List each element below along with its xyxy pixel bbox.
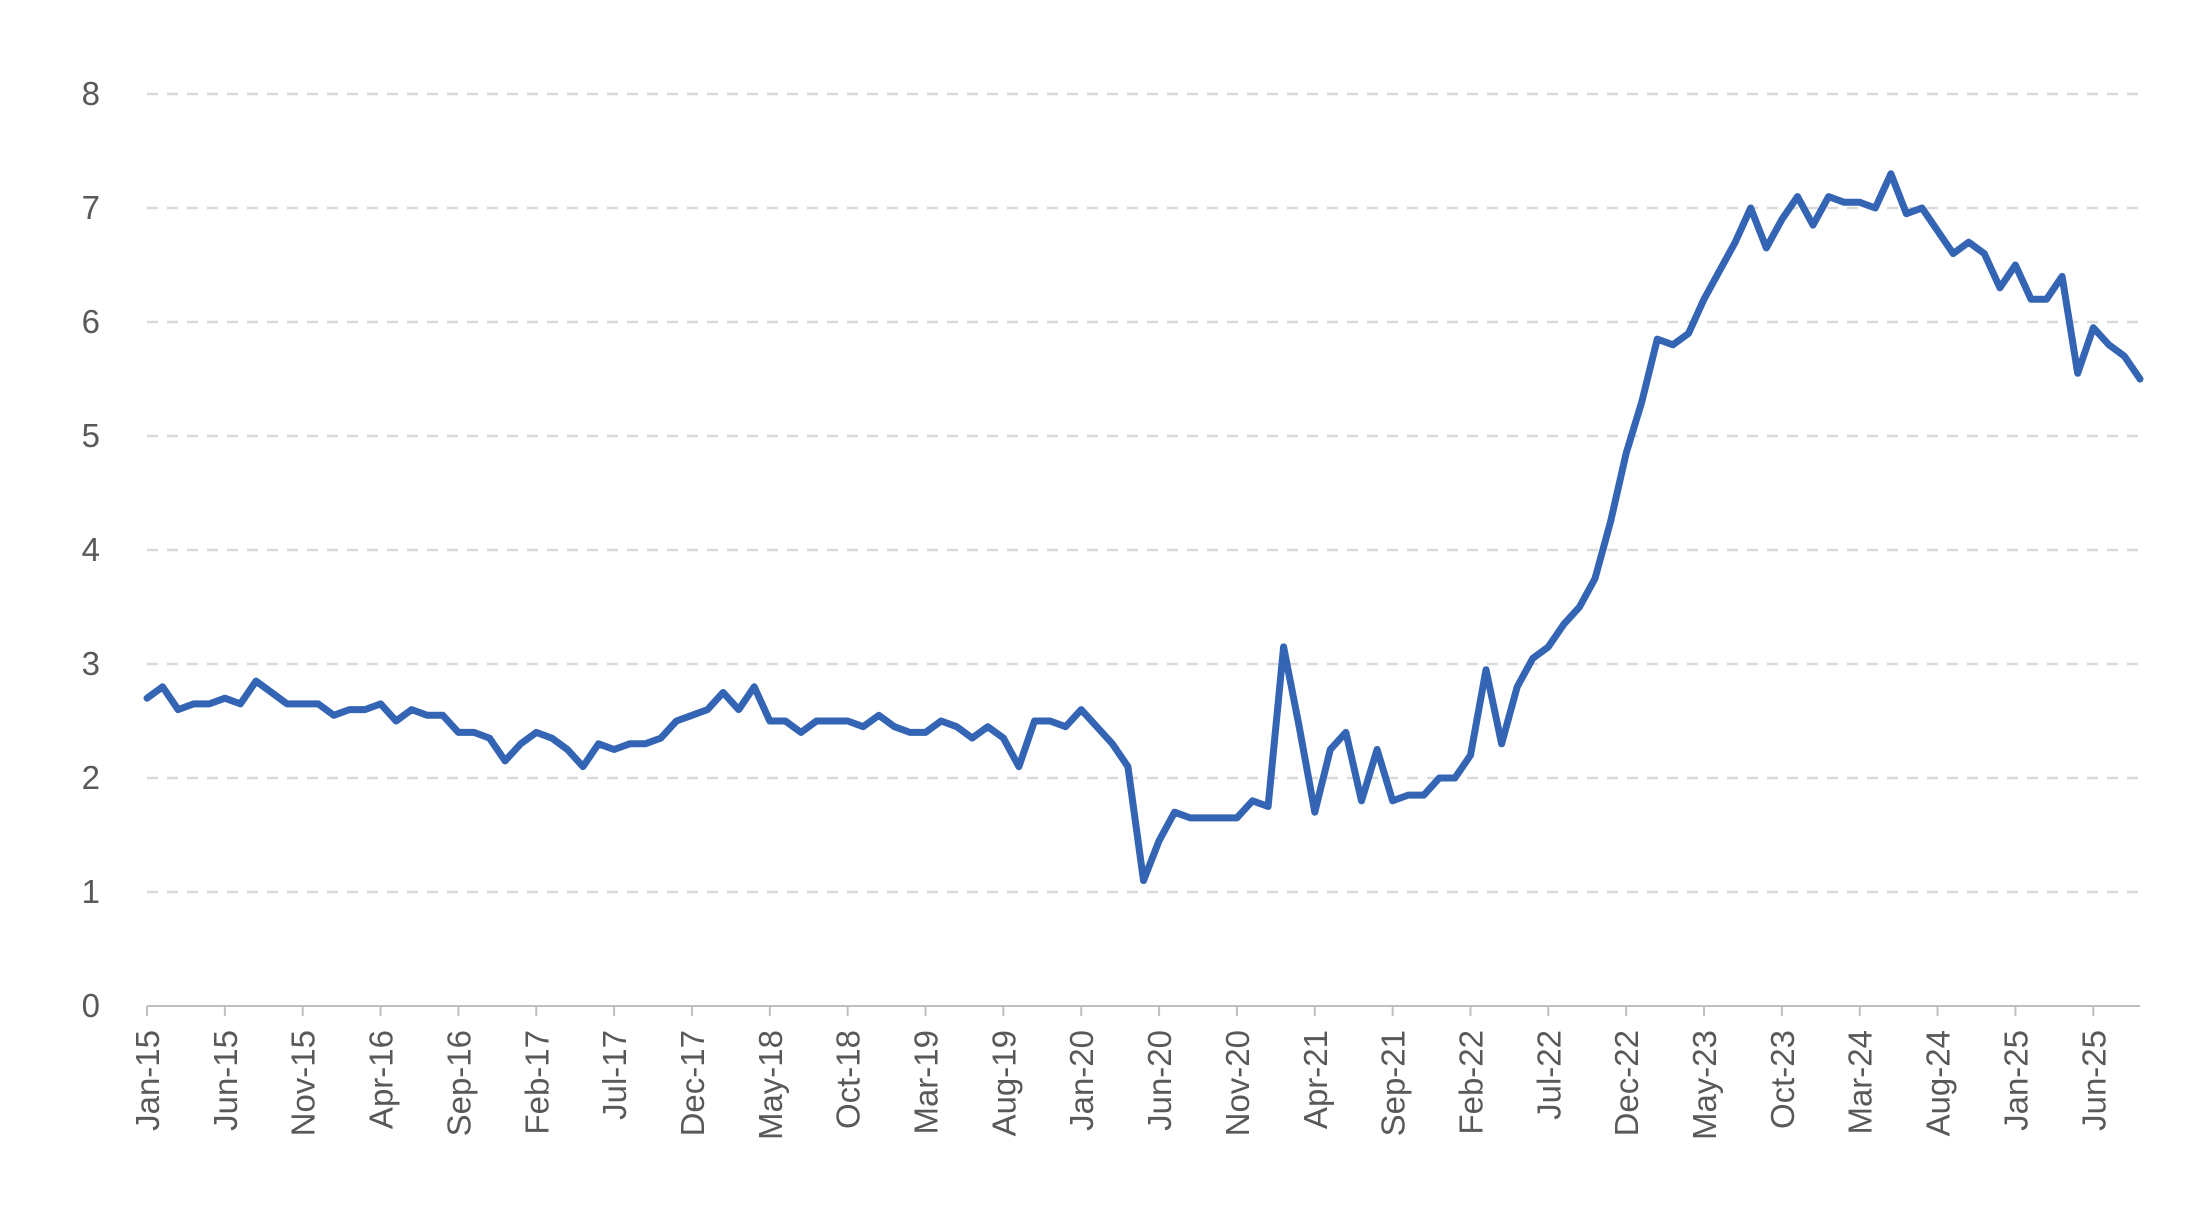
x-tick-label: Jun-25 [2075,1030,2112,1131]
y-axis-tick-labels: 0 1 2 3 4 5 6 7 8 [82,75,100,1024]
x-tick-label: Apr-21 [1297,1030,1334,1129]
x-tick-label: Feb-17 [518,1030,555,1135]
x-tick-label: Dec-17 [674,1030,711,1136]
gridlines [147,92,2140,894]
x-tick-label: Dec-22 [1608,1030,1645,1136]
x-tick-label: Jun-20 [1141,1030,1178,1131]
x-tick-label: Feb-22 [1452,1030,1489,1135]
x-tick-label: Jun-15 [207,1030,244,1131]
x-tick-label: Jan-20 [1063,1030,1100,1131]
y-tick-label: 6 [82,303,100,340]
x-tick-label: Nov-15 [285,1030,322,1136]
x-tick-label: Aug-19 [985,1030,1022,1136]
y-tick-label: 5 [82,417,100,454]
x-tick-label: Apr-16 [363,1030,400,1129]
y-tick-label: 1 [82,873,100,910]
x-tick-label: Nov-20 [1219,1030,1256,1136]
x-tick-label: Oct-18 [830,1030,867,1129]
x-tick-label: Oct-23 [1764,1030,1801,1129]
y-tick-label: 0 [82,987,100,1024]
y-tick-label: 2 [82,759,100,796]
x-tick-label: Mar-19 [908,1030,945,1135]
series-layer [143,170,2144,885]
x-tick-label: Sep-21 [1375,1030,1412,1136]
y-tick-label: 3 [82,645,100,682]
x-tick-label: Aug-24 [1920,1030,1957,1136]
x-tick-label: Jan-25 [1997,1030,2034,1131]
x-tick-label: May-18 [752,1030,789,1140]
y-tick-label: 4 [82,531,100,568]
x-tick-label: May-23 [1686,1030,1723,1140]
x-tick-label: Jul-22 [1530,1030,1567,1120]
series-line-0 [143,170,2144,885]
y-tick-label: 8 [82,75,100,112]
x-tick-label: Mar-24 [1842,1030,1879,1135]
x-tick-label: Sep-16 [440,1030,477,1136]
y-tick-label: 7 [82,189,100,226]
x-axis-ticks: Jan-15 Jun-15 Nov-15 Apr-16 Sep-16 Feb-17 Jul-… [129,1006,2112,1140]
x-tick-label: Jul-17 [596,1030,633,1120]
x-tick-label: Jan-15 [129,1030,166,1131]
